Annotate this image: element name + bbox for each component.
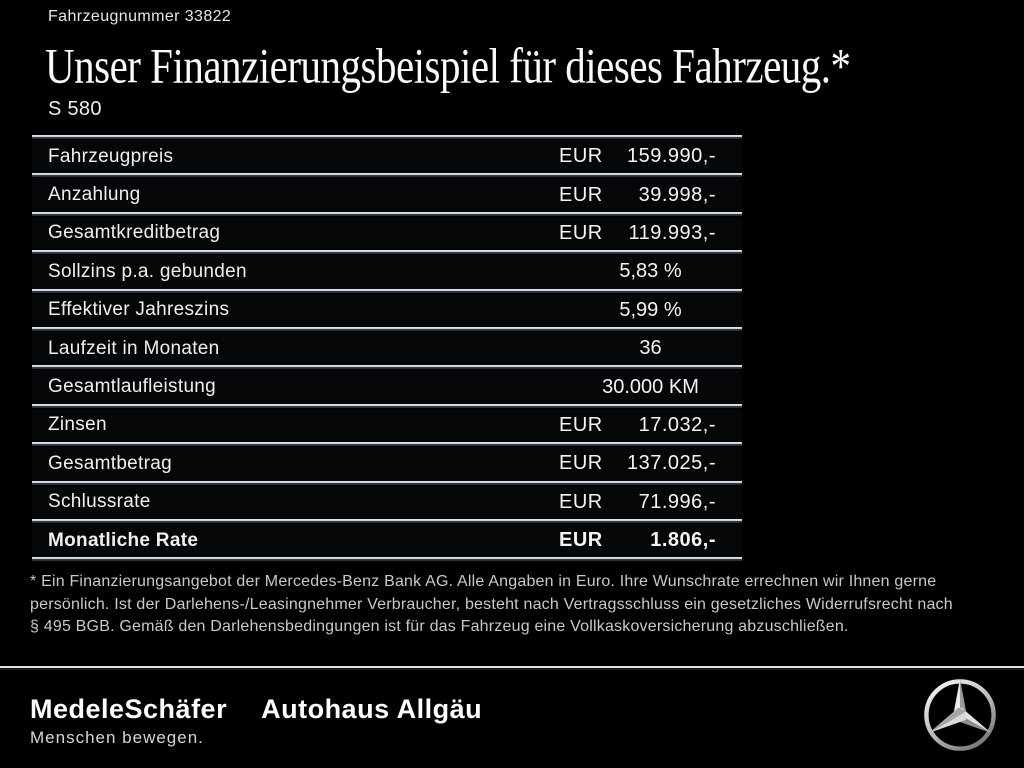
row-label: Schlussrate [48,491,151,513]
dealer-tagline: Menschen bewegen. [30,728,204,747]
currency-label: EUR [559,490,603,513]
row-divider [32,557,742,563]
footer-divider [0,666,1024,668]
row-value: 5,99 % [619,298,682,321]
row-value: 137.025,- [626,452,716,475]
currency-label: EUR [559,221,603,244]
row-label: Sollzins p.a. gebunden [48,260,247,282]
table-row: Sollzins p.a. gebunden 5,83 % [32,255,742,289]
currency-label: EUR [559,452,603,475]
footnote: * Ein Finanzierungsangebot der Mercedes-… [30,571,953,639]
row-value: 159.990,- [626,145,716,168]
row-label: Effektiver Jahreszins [48,299,230,321]
row-value: 1.806,- [650,529,716,552]
row-divider [32,365,742,371]
financing-table: Fahrzeugpreis EUR 159.990,- Anzahlung EUR 39.… [32,135,742,563]
table-row: Effektiver Jahreszins 5,99 % [32,293,742,327]
table-row: Fahrzeugpreis EUR 159.990,- [32,140,742,174]
row-label: Fahrzeugpreis [48,145,174,167]
row-value: 5,83 % [619,260,682,283]
footnote-line: § 495 BGB. Gemäß den Darlehensbedingunge… [30,618,849,636]
row-label: Laufzeit in Monaten [48,337,220,359]
currency-label: EUR [559,529,603,552]
table-row: Gesamtkreditbetrag EUR 119.993,- [32,216,742,251]
row-value: 119.993,- [628,221,716,244]
table-row: Gesamtbetrag EUR 137.025,- [32,447,742,481]
table-row: Gesamtlaufleistung 30.000 KM [32,370,742,404]
currency-label: EUR [559,413,603,436]
vehicle-number: Fahrzeugnummer 33822 [48,8,232,25]
table-row: Anzahlung EUR 39.998,- [32,178,742,212]
row-divider [32,173,742,179]
table-row: Schlussrate EUR 71.996,- [32,485,742,519]
row-divider [32,211,742,217]
dealer-logo-autohaus-allgaeu: Autohaus Allgäu [261,694,483,724]
row-divider [32,135,742,140]
footnote-line: persönlich. Ist der Darlehens-/Leasingne… [30,595,953,613]
mercedes-star-icon [924,679,996,751]
row-label: Gesamtbetrag [48,452,172,474]
page-title: Unser Finanzierungsbeispiel für dieses F… [45,37,851,94]
dealer-logo-medele-schaefer: MedeleSchäfer [30,694,228,724]
row-label: Gesamtlaufleistung [48,376,217,398]
row-label: Anzahlung [48,184,141,206]
row-label: Gesamtkreditbetrag [48,222,221,244]
row-divider [32,250,742,256]
table-row: Zinsen EUR 17.032,- [32,408,742,443]
currency-label: EUR [559,183,603,206]
row-value: 71.996,- [638,490,716,513]
model-name: S 580 [48,98,102,120]
row-divider [32,288,742,294]
dealer-logos: MedeleSchäfer Autohaus Allgäu [30,694,482,725]
row-label: Monatliche Rate [48,529,199,551]
table-row: Laufzeit in Monaten 36 [32,331,742,366]
row-label: Zinsen [48,414,107,436]
currency-label: EUR [559,145,603,168]
row-value: 39.998,- [638,183,716,206]
row-divider [32,442,742,448]
footnote-line: * Ein Finanzierungsangebot der Mercedes-… [30,573,937,590]
row-divider [32,403,742,409]
row-divider [32,518,742,524]
row-value: 30.000 KM [602,375,699,398]
row-value: 36 [639,337,662,360]
table-row: Monatliche Rate EUR 1.806,- [32,523,742,558]
row-value: 17.032,- [638,413,716,436]
row-divider [32,480,742,486]
row-divider [32,326,742,332]
